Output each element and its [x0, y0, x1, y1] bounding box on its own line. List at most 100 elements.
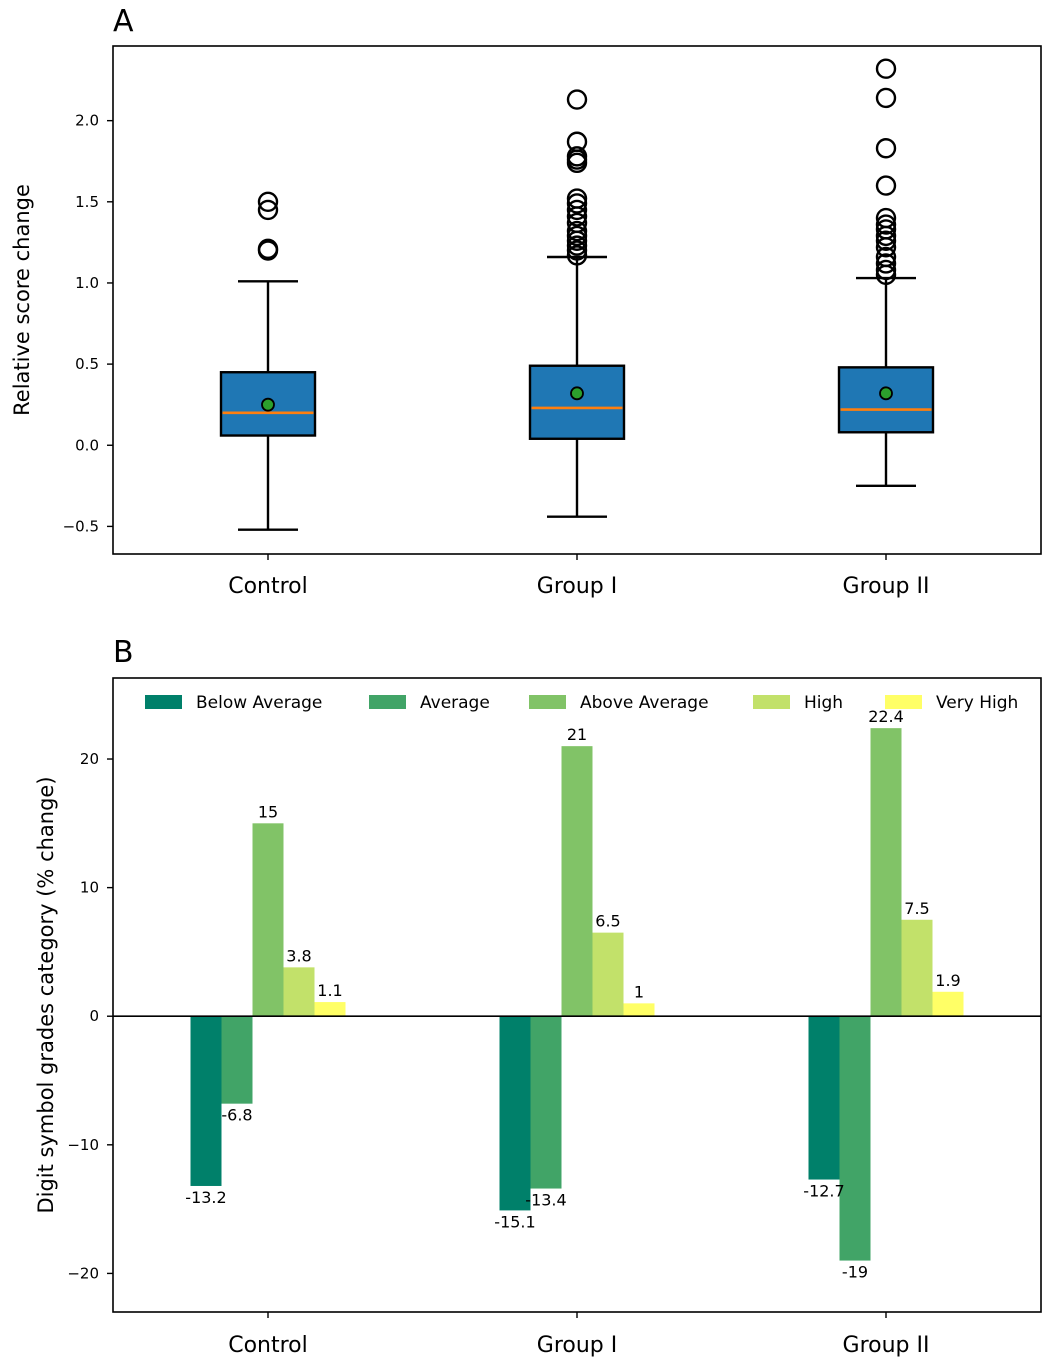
legend-swatch: [369, 695, 406, 709]
outlier-point: [875, 58, 897, 79]
mean-marker: [570, 386, 584, 401]
bar-value-label: 3.8: [286, 946, 311, 965]
outlier-point: [257, 199, 279, 221]
outlier-point: [566, 199, 588, 221]
legend-swatch: [753, 695, 790, 709]
bar-above-average: [870, 728, 902, 1017]
bar-value-label: 1.9: [935, 971, 960, 990]
b-y-tick-label: 10: [80, 879, 99, 897]
bar-value-label: -13.2: [185, 1188, 226, 1207]
a-y-tick-label: 0.0: [75, 436, 99, 454]
outlier-point: [875, 237, 897, 258]
box-iqr: [528, 364, 626, 440]
mean-marker: [261, 397, 275, 412]
bar-very-high: [932, 991, 964, 1017]
bar-value-label: -19: [842, 1263, 868, 1282]
outlier-point: [566, 89, 588, 110]
bar-very-high: [314, 1002, 346, 1017]
bar-value-label: 21: [567, 725, 587, 744]
legend-entry: Above Average: [529, 693, 709, 713]
outlier-point: [566, 193, 588, 214]
legend-label: Average: [420, 693, 490, 713]
b-x-tick-label: Group I: [537, 1333, 617, 1358]
outlier-point: [875, 138, 897, 159]
panel-b-letter: B: [113, 635, 134, 670]
outlier-point: [566, 230, 588, 251]
outlier-point: [566, 245, 588, 266]
panel-b-y-axis-title: Digit symbol grades category (% change): [34, 776, 58, 1213]
legend-entry: High: [753, 693, 843, 713]
outlier-point: [566, 206, 588, 227]
outlier-point: [566, 240, 588, 261]
outlier-point: [875, 225, 897, 247]
a-y-tick-label: 0.5: [75, 355, 99, 373]
panel-b-legend: Below Average Average Above Average High Ver…: [145, 693, 1018, 713]
bar-value-label: 6.5: [595, 912, 620, 931]
outlier-point: [566, 152, 588, 174]
bar-value-label: 1.1: [317, 981, 342, 1000]
bar-value-label: -6.8: [221, 1106, 252, 1125]
outlier-point: [257, 240, 279, 261]
bar-below-average: [808, 1016, 840, 1180]
b-x-tick-label: Control: [228, 1333, 308, 1358]
panel-b-y-axis: −20 −10 0 10 20: [67, 750, 113, 1282]
box-control: [219, 191, 317, 531]
bar-below-average: [190, 1016, 222, 1186]
outlier-point: [875, 230, 897, 251]
legend-label: Below Average: [196, 693, 322, 713]
legend-swatch: [145, 695, 182, 709]
box-group-ii: [837, 58, 935, 488]
outlier-point: [566, 220, 588, 242]
panel-a-x-axis: Control Group I Group II: [228, 554, 929, 599]
legend-label: Very High: [936, 693, 1018, 713]
bar-high: [283, 967, 315, 1017]
mean-marker: [879, 386, 893, 401]
legend-entry: Below Average: [145, 693, 322, 713]
outlier-point: [875, 175, 897, 196]
bar-very-high: [623, 1003, 655, 1017]
outlier-point: [875, 214, 897, 235]
panel-a-letter: A: [113, 4, 134, 39]
b-y-tick-label: 0: [89, 1007, 99, 1025]
bar-value-label: 7.5: [904, 899, 929, 918]
bar-below-average: [499, 1016, 531, 1211]
outlier-point: [875, 259, 897, 281]
panel-a-boxes: [219, 58, 935, 531]
bar-above-average: [561, 746, 593, 1017]
a-y-tick-label: 1.5: [75, 193, 99, 211]
bar-average: [530, 1016, 562, 1189]
b-x-tick-label: Group II: [843, 1333, 930, 1358]
legend-swatch: [885, 695, 922, 709]
legend-swatch: [529, 695, 566, 709]
a-x-tick-label: Group I: [537, 574, 617, 599]
bar-average: [839, 1016, 871, 1261]
panel-a-y-axis-title: Relative score change: [10, 184, 34, 416]
a-y-tick-label: 2.0: [75, 112, 99, 130]
legend-entry: Very High: [885, 693, 1018, 713]
a-y-tick-label: 1.0: [75, 274, 99, 292]
bar-average: [221, 1016, 253, 1104]
legend-entry: Average: [369, 693, 490, 713]
legend-label: High: [804, 693, 843, 713]
outlier-point: [875, 87, 897, 109]
a-x-tick-label: Control: [228, 574, 308, 599]
bar-value-label: 1: [634, 982, 644, 1001]
bar-value-label: -13.4: [525, 1191, 566, 1210]
outlier-point: [566, 225, 588, 247]
a-y-tick-label: −0.5: [63, 517, 99, 535]
legend-label: Above Average: [580, 693, 709, 713]
bar-value-label: -15.1: [494, 1212, 535, 1231]
box-group-i: [528, 89, 626, 518]
b-y-tick-label: 20: [80, 750, 99, 768]
bar-value-label: 15: [258, 802, 278, 821]
b-y-tick-label: −20: [67, 1264, 99, 1282]
panel-a-boxplot: A −0.5 0.0 0.5 1.0 1.5 2.0 Control Group I Grou…: [10, 4, 1042, 599]
b-y-tick-label: −10: [67, 1136, 99, 1154]
outlier-point: [566, 235, 588, 256]
panel-b-data-labels: -13.2 -6.8 15 3.8 1.1 -15.1 -13.4 21 6.5 1 -12.7 -1…: [185, 707, 960, 1281]
bar-value-label: 22.4: [868, 707, 904, 726]
panel-b-bar-chart: B −20 −10 0 10 20 -13.2 -6.8 15 3.8 1.1 -15.1 -13.…: [34, 635, 1042, 1358]
panel-b-x-axis: Control Group I Group II: [228, 1312, 929, 1358]
outlier-point: [257, 191, 279, 213]
